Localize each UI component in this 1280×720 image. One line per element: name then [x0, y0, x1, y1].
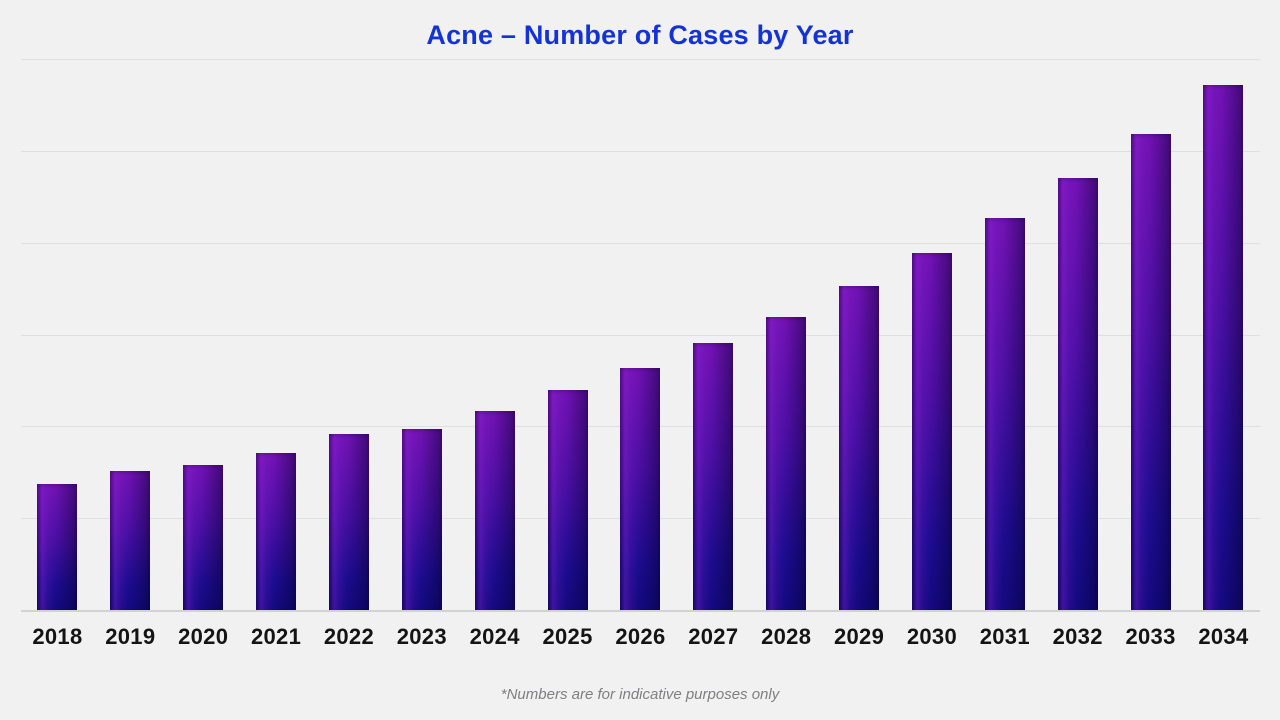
- bar-2021: [256, 452, 297, 610]
- x-label-2023: 2023: [396, 624, 447, 649]
- bar-slot: [823, 59, 896, 610]
- bar-2025: [547, 389, 588, 610]
- bar-slot: [1187, 59, 1260, 610]
- bar-2023: [401, 429, 442, 610]
- bar-slot: [1041, 59, 1114, 610]
- bar-slot: [896, 59, 969, 610]
- x-label-2021: 2021: [250, 624, 302, 649]
- bar-slot: [167, 59, 240, 610]
- gridline: [21, 59, 1260, 60]
- x-label-2028: 2028: [761, 624, 812, 649]
- x-label-2030: 2030: [906, 624, 958, 649]
- bar-2018: [37, 484, 78, 610]
- bar-2033: [1130, 134, 1171, 610]
- bar-slot: [21, 59, 94, 610]
- x-label-2019: 2019: [105, 624, 156, 649]
- bar-2022: [328, 434, 369, 610]
- bar-slot: [604, 59, 677, 610]
- x-label-2025: 2025: [542, 624, 593, 649]
- plot-area: [21, 59, 1260, 612]
- bar-2034: [1203, 85, 1244, 610]
- x-label-2033: 2033: [1125, 624, 1176, 649]
- bar-2026: [620, 367, 661, 610]
- x-label-2026: 2026: [615, 624, 666, 649]
- x-axis-labels: 2018 2019 2020 2021 2022 2023 2024 2025 2026 2027…: [21, 624, 1260, 650]
- bar-slot: [240, 59, 313, 610]
- bar-slot: [94, 59, 167, 610]
- bar-2027: [693, 343, 734, 610]
- bar-2019: [110, 471, 151, 610]
- x-label-2029: 2029: [833, 624, 885, 649]
- x-label-2032: 2032: [1052, 624, 1103, 649]
- bar-slot: [458, 59, 531, 610]
- chart-title: Acne – Number of Cases by Year: [426, 20, 854, 50]
- x-label-2034: 2034: [1198, 624, 1249, 649]
- bar-2031: [984, 218, 1025, 610]
- footnote: *Numbers are for indicative purposes onl…: [500, 686, 780, 703]
- bar-2020: [183, 465, 224, 610]
- x-label-2031: 2031: [979, 624, 1030, 649]
- bar-2030: [911, 252, 952, 610]
- gridline: [21, 242, 1260, 244]
- bar-2024: [474, 410, 515, 610]
- bars-container: [21, 59, 1260, 610]
- x-label-2020: 2020: [178, 624, 229, 649]
- x-label-2024: 2024: [469, 624, 520, 649]
- bar-slot: [677, 59, 750, 610]
- x-label-2022: 2022: [323, 624, 375, 649]
- bar-2028: [766, 316, 807, 610]
- x-label-2018: 2018: [32, 624, 83, 649]
- gridline: [21, 334, 1260, 336]
- gridline: [21, 150, 1260, 152]
- x-label-2027: 2027: [688, 624, 739, 649]
- bar-slot: [750, 59, 823, 610]
- bar-2032: [1057, 178, 1098, 610]
- bar-2029: [839, 285, 880, 610]
- bar-slot: [313, 59, 386, 610]
- bar-slot: [531, 59, 604, 610]
- bar-slot: [1114, 59, 1187, 610]
- bar-slot: [385, 59, 458, 610]
- bar-slot: [968, 59, 1041, 610]
